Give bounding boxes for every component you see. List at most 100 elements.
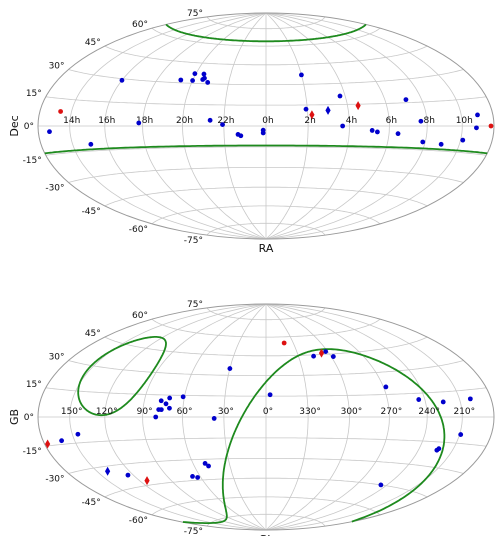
- y-tick-label: -15°: [23, 447, 42, 457]
- data-point: [119, 77, 125, 83]
- curve-lines: [77, 336, 446, 524]
- meridian-line: [265, 303, 309, 531]
- data-point: [340, 123, 346, 129]
- data-point: [136, 120, 142, 126]
- y-tick-label: 30°: [49, 353, 65, 363]
- data-point: [416, 397, 422, 402]
- data-point: [311, 353, 316, 359]
- curve-line: [44, 144, 488, 155]
- data-point: [211, 416, 217, 421]
- y-tick-label: -45°: [82, 207, 101, 217]
- data-point: [330, 354, 336, 359]
- x-tick-label: 150°: [61, 407, 83, 417]
- galactic-sky-plot: 210° 240° 270° 300° 330° 0° 30° 60° 90° 120° 150° -…: [8, 300, 495, 536]
- tick-labels: 14h 16h 18h 20h 22h 0h 2h 4h 6h 8h 10h -75° -60° -45°…: [23, 9, 473, 246]
- data-point: [438, 141, 444, 147]
- data-point-diamond: [309, 110, 315, 120]
- graticule: [38, 303, 494, 531]
- x-axis-label: RA: [259, 242, 274, 255]
- data-point: [378, 482, 384, 488]
- data-point: [467, 396, 473, 402]
- x-tick-label: 90°: [137, 407, 153, 417]
- projection-outline: [37, 303, 495, 531]
- data-point: [201, 71, 207, 77]
- data-point: [200, 77, 206, 82]
- data-point: [153, 414, 159, 420]
- y-tick-label: -60°: [129, 225, 148, 235]
- data-point: [374, 129, 380, 135]
- data-points: [47, 71, 494, 147]
- data-point: [474, 125, 479, 131]
- data-point: [475, 112, 480, 118]
- meridian-line: [265, 303, 463, 531]
- meridian-line: [69, 12, 267, 240]
- x-tick-label: 8h: [424, 116, 435, 126]
- data-point: [323, 349, 329, 354]
- x-tick-label: 6h: [386, 116, 397, 126]
- meridian-line: [223, 303, 267, 531]
- x-tick-label: 60°: [177, 407, 193, 417]
- data-point: [125, 472, 131, 478]
- data-point: [440, 399, 446, 405]
- meridian-line: [265, 303, 428, 531]
- y-axis-label: GB: [8, 409, 21, 425]
- curve-line: [77, 336, 167, 417]
- data-point: [460, 137, 466, 143]
- curve-line: [182, 348, 446, 524]
- meridian-line: [265, 303, 390, 531]
- x-tick-label: 14h: [63, 116, 80, 126]
- data-point: [88, 141, 94, 147]
- data-point-diamond: [318, 348, 325, 358]
- data-point: [299, 72, 304, 78]
- data-point: [178, 77, 184, 83]
- data-point: [206, 463, 211, 469]
- data-point: [205, 80, 211, 85]
- data-point: [434, 447, 440, 453]
- x-tick-label: 16h: [98, 116, 115, 126]
- x-tick-label: 120°: [96, 407, 118, 417]
- data-point: [303, 106, 309, 112]
- data-point: [281, 340, 287, 346]
- data-point: [488, 123, 494, 129]
- curve-lines: [44, 23, 488, 155]
- data-point: [227, 366, 233, 371]
- x-tick-label: 270°: [381, 407, 403, 417]
- x-tick-label: 18h: [136, 116, 153, 126]
- y-tick-label: 75°: [187, 9, 203, 19]
- data-point: [190, 474, 195, 479]
- y-tick-label: -60°: [129, 516, 148, 526]
- data-point-diamond: [105, 466, 111, 476]
- data-point: [337, 93, 343, 99]
- x-tick-label: 10h: [456, 116, 473, 126]
- y-tick-label: -75°: [184, 236, 203, 246]
- y-tick-label: 45°: [85, 38, 101, 48]
- y-tick-label: -45°: [82, 498, 101, 508]
- curve-line: [165, 23, 367, 43]
- y-tick-label: -75°: [184, 527, 203, 536]
- x-tick-label: 0°: [263, 407, 273, 417]
- meridian-line: [142, 12, 267, 240]
- x-tick-label: 330°: [299, 407, 321, 417]
- y-tick-label: -30°: [45, 184, 64, 194]
- data-point: [267, 392, 273, 398]
- data-point: [156, 407, 162, 413]
- data-point: [190, 78, 195, 83]
- data-point-diamond: [144, 476, 150, 486]
- data-point: [167, 395, 173, 401]
- data-point: [420, 139, 426, 145]
- data-point-diamond: [45, 439, 51, 449]
- x-tick-label: 240°: [418, 407, 440, 417]
- meridian-line: [265, 12, 463, 240]
- y-tick-label: -30°: [45, 475, 64, 485]
- meridian-line: [182, 12, 267, 240]
- data-point: [167, 405, 172, 411]
- y-tick-label: 15°: [26, 89, 42, 99]
- y-tick-label: 75°: [187, 300, 203, 310]
- data-point: [369, 128, 375, 133]
- x-tick-label: 4h: [346, 116, 357, 126]
- data-point: [458, 432, 464, 437]
- data-point-diamond: [325, 105, 331, 115]
- meridian-line: [104, 303, 267, 531]
- data-point: [195, 475, 201, 480]
